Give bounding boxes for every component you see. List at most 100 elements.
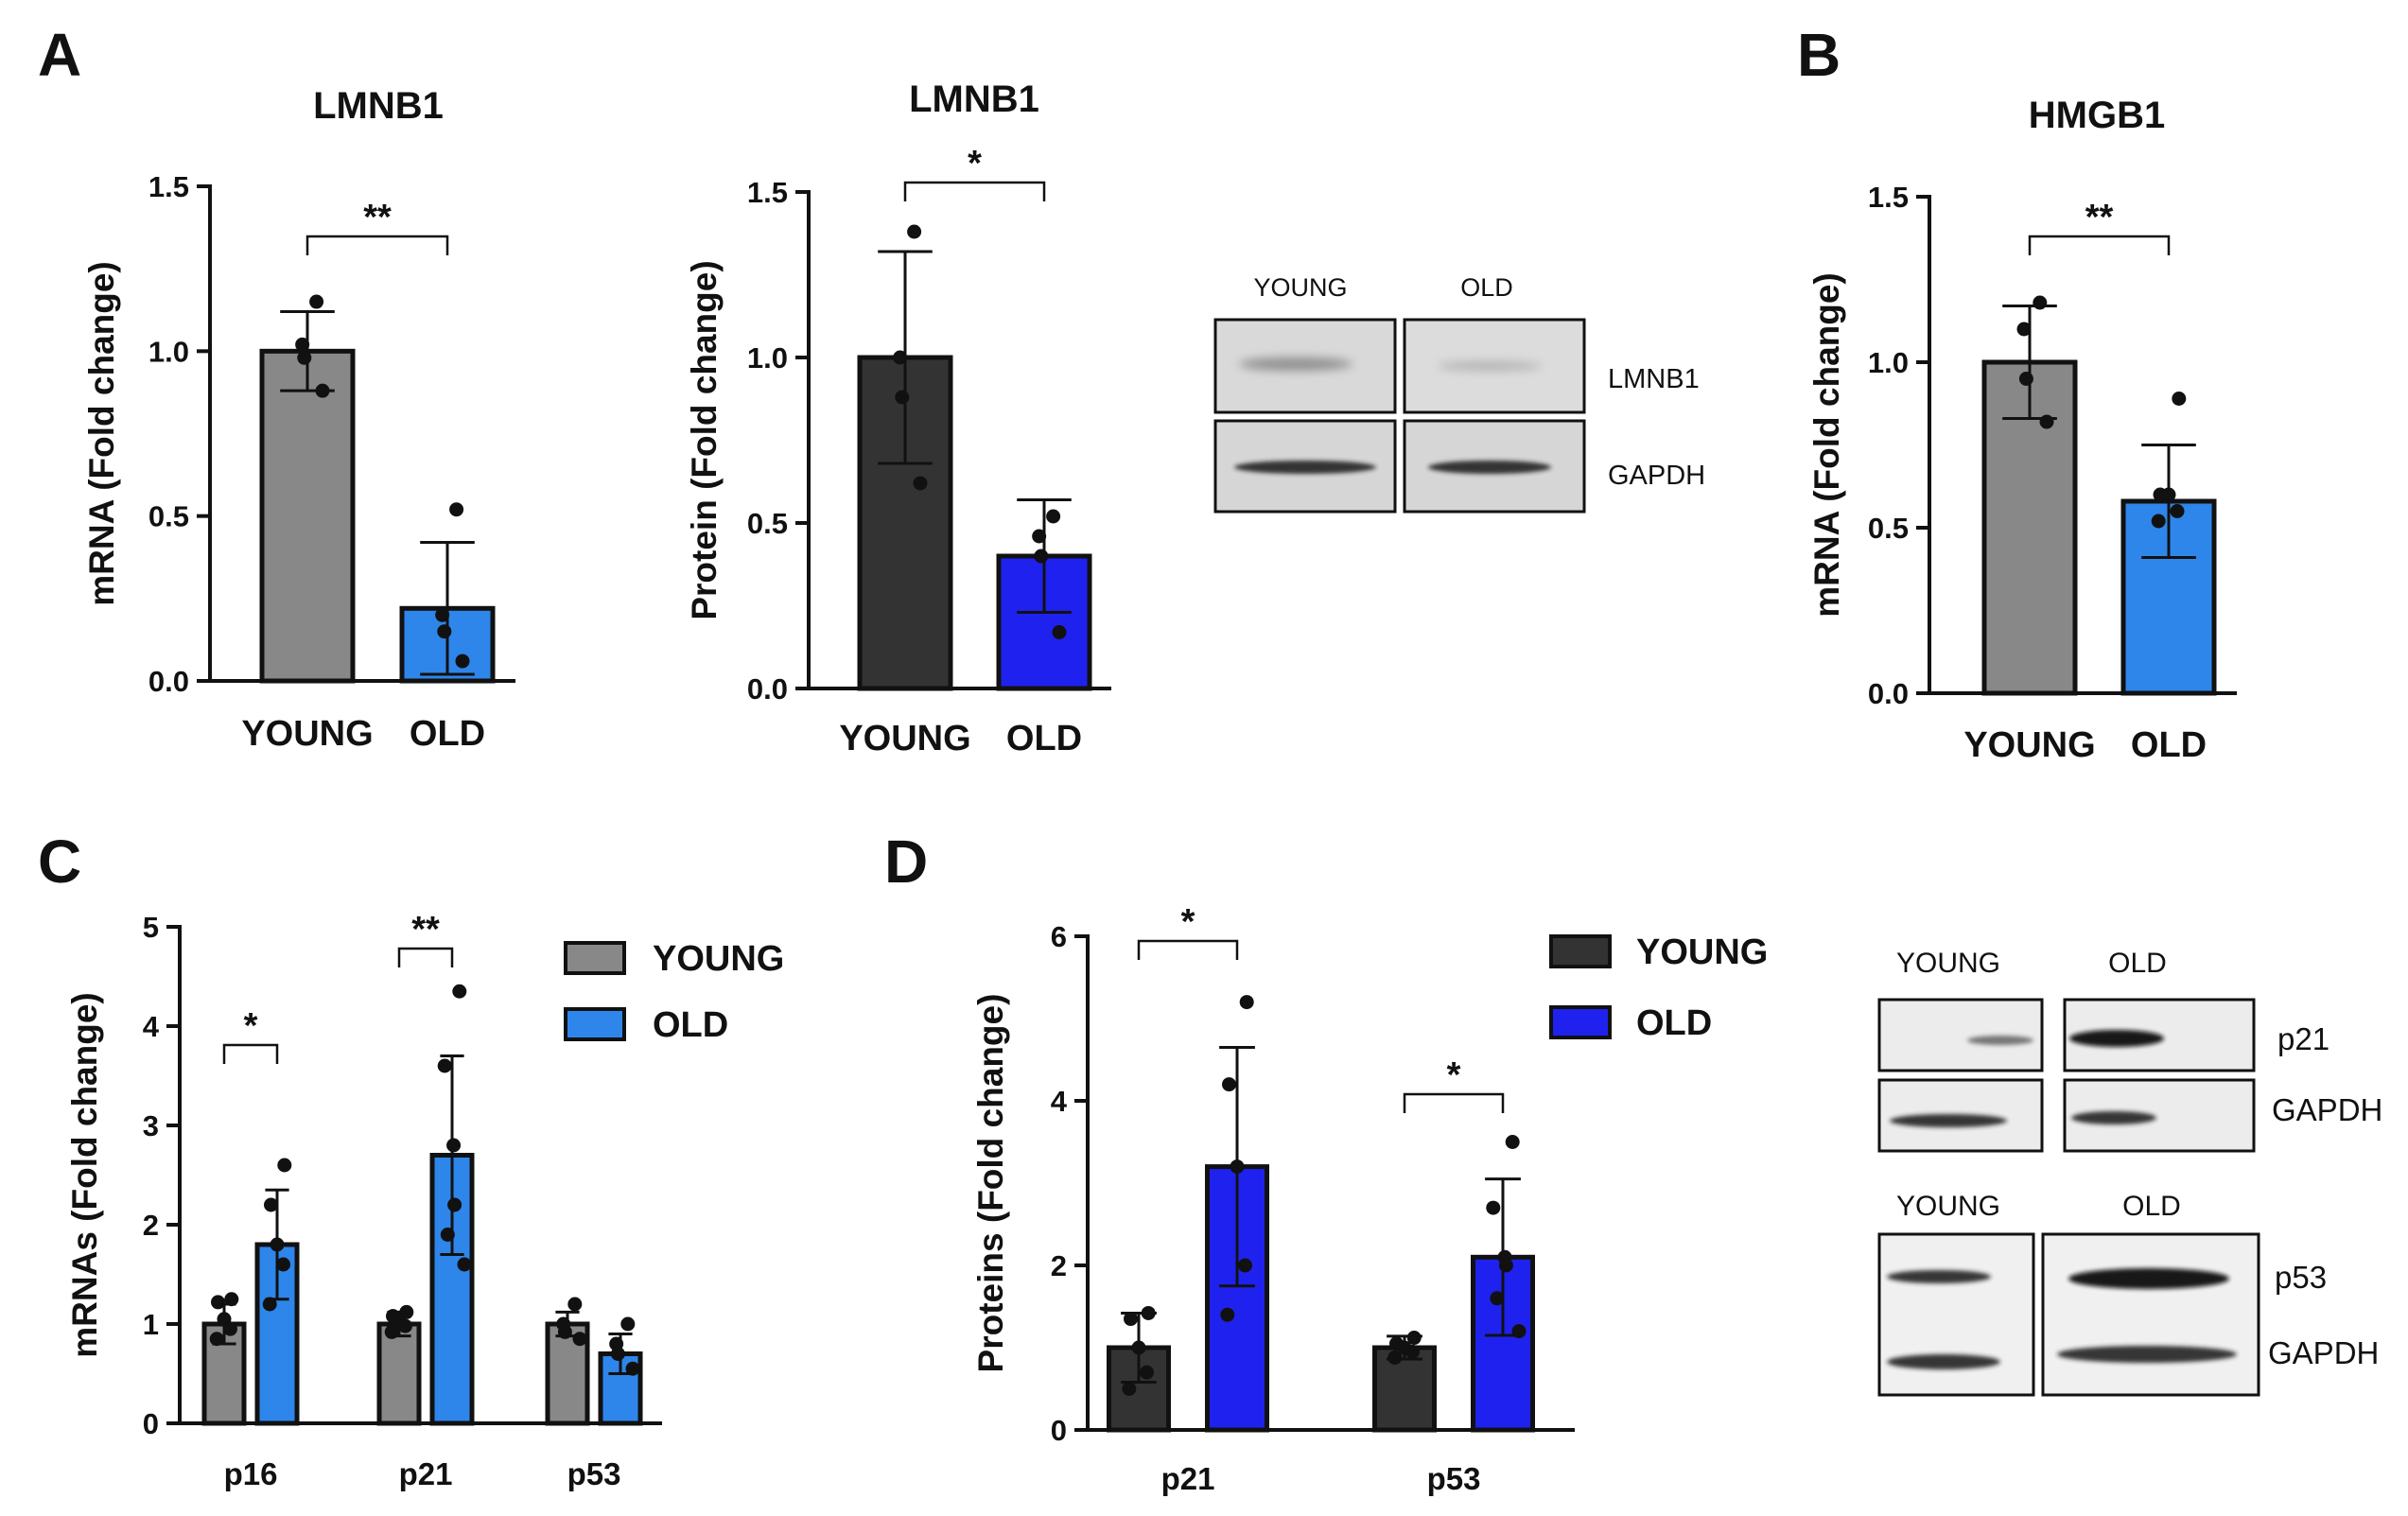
blot-d-p21-old-band: [2069, 1030, 2164, 1047]
legend-c-young-label: YOUNG: [653, 939, 784, 979]
c-p21-young-data-point: [398, 1318, 412, 1333]
c-p16-young-data-point: [224, 1292, 239, 1307]
d-x-tick-label: p21: [1161, 1461, 1215, 1496]
d-p53-old-data-point: [1505, 1135, 1520, 1149]
panel-label-a: A: [38, 21, 81, 89]
blot-d-gapdh1-young-band: [1890, 1114, 2007, 1127]
blot-d-row-p53: p53: [2275, 1260, 2327, 1295]
blot-d-row-gapdh2: GAPDH: [2268, 1335, 2379, 1370]
d-p21-old-data-point: [1222, 1077, 1236, 1092]
a1-ytick-label: 1.0: [148, 335, 189, 368]
legend-d-young-label: YOUNG: [1636, 932, 1768, 972]
a2-old-data-point: [1052, 625, 1067, 639]
chart-a-lmnb1-protein: 0.0 0.5 1.0 1.5 Protein (Fold change) LMNB1 YO…: [685, 78, 1111, 758]
c-ytick-label: 3: [143, 1109, 159, 1142]
blot-d-p21-young-band: [1967, 1036, 2033, 1045]
d-p21-young-data-point: [1122, 1382, 1137, 1396]
d-x-tick-label: p53: [1427, 1461, 1481, 1496]
d-p53-old-data-point: [1490, 1291, 1505, 1306]
c-p16-young-data-point: [209, 1332, 224, 1347]
c-p21-young-data-point: [384, 1324, 399, 1339]
d-ytick-label: 6: [1051, 920, 1067, 953]
d-p53-young-data-point: [1387, 1350, 1403, 1365]
b-young-data-point: [2018, 372, 2033, 386]
d-significance-label: *: [1181, 902, 1195, 942]
a2-young-data-point: [907, 224, 922, 239]
d-p21-old-data-point: [1230, 1159, 1245, 1175]
d-p21-old-data-point: [1239, 995, 1254, 1010]
c-p21-old-data-point: [457, 1257, 472, 1272]
d-ytick-label: 2: [1051, 1249, 1067, 1282]
d-p21-old-data-point: [1238, 1258, 1252, 1273]
panel-label-c: C: [38, 828, 81, 896]
blot-d-top: YOUNG OLD p21 GAPDH: [1877, 948, 2382, 1153]
legend-d-old-label: OLD: [1636, 1003, 1712, 1043]
chart-b-hmgb1-mrna: 0.0 0.5 1.0 1.5 mRNA (Fold change) HMGB1 YOUNG…: [1807, 95, 2237, 765]
a1-old-data-point: [437, 624, 452, 639]
blot-d-gapdh2-young-band: [1887, 1354, 2000, 1369]
blot-a-gapdh-young-band: [1234, 461, 1376, 474]
c-p21-old-data-point: [437, 1058, 452, 1073]
b-ytick-label: 1.0: [1868, 346, 1909, 379]
legend-d-young-swatch: [1549, 934, 1612, 968]
b-x-tick-label: OLD: [2131, 725, 2207, 765]
c-p21-old-data-point: [452, 984, 467, 999]
blot-d-row-gapdh1: GAPDH: [2272, 1092, 2382, 1127]
b-ytick-label: 0.0: [1868, 677, 1909, 710]
c-p21-young-bar: [376, 1321, 422, 1426]
a1-x-tick-label: YOUNG: [241, 714, 373, 754]
c-p53-young-data-point: [567, 1297, 583, 1312]
blot-d-gapdh1-old-band: [2071, 1111, 2156, 1124]
panel-label-b: B: [1797, 21, 1841, 89]
b-young-data-point: [2033, 295, 2048, 310]
c-p16-old-data-point: [262, 1297, 277, 1312]
a1-ytick-label: 1.5: [148, 170, 189, 203]
a2-ytick-label: 0.5: [747, 507, 788, 540]
d-p53-young-data-point: [1406, 1331, 1422, 1346]
b-x-tick-label: YOUNG: [1963, 725, 2095, 765]
c-p21-old-data-point: [446, 1138, 462, 1153]
d-p53-old-data-point: [1498, 1258, 1513, 1273]
c-x-tick-label: p53: [567, 1456, 621, 1491]
d-significance-label: *: [1447, 1055, 1461, 1095]
a1-young-data-point: [309, 294, 324, 309]
a2-significance-label: *: [968, 144, 982, 183]
c-ytick-label: 5: [143, 911, 159, 944]
a2-old-data-point: [1046, 509, 1061, 524]
c-p53-old-data-point: [620, 1316, 636, 1332]
a2-title: LMNB1: [909, 78, 1039, 120]
b-significance-bracket: [2028, 235, 2171, 255]
c-ytick-label: 2: [143, 1209, 159, 1242]
blot-a-row-gapdh: GAPDH: [1608, 461, 1705, 491]
blot-d-row-p21: p21: [2277, 1021, 2329, 1056]
blot-d-p53-old-band: [2068, 1268, 2229, 1289]
c-p21-old-data-point: [440, 1228, 455, 1242]
b-ytick-label: 0.5: [1868, 512, 1909, 545]
blot-a: YOUNG OLD LMNB1 GAPDH: [1213, 273, 1705, 514]
c-y-axis-title: mRNAs (Fold change): [65, 992, 104, 1357]
blot-d-bottom-col-old: OLD: [2122, 1191, 2181, 1222]
d-significance-bracket: [1403, 1092, 1505, 1113]
d-p53-young-data-point: [1405, 1344, 1420, 1359]
a2-significance-bracket: [903, 181, 1046, 201]
a1-significance-label: **: [363, 198, 392, 237]
legend-c-young-swatch: [564, 941, 626, 975]
a1-ytick-label: 0.5: [148, 500, 189, 533]
c-p16-old-data-point: [277, 1158, 292, 1173]
c-ytick-label: 0: [143, 1407, 159, 1440]
blot-a-col-young: YOUNG: [1253, 273, 1347, 302]
a2-young-data-point: [895, 390, 910, 405]
c-p53-young-data-point: [572, 1332, 587, 1347]
a1-young-data-point: [315, 383, 330, 398]
a1-old-data-point: [435, 607, 450, 622]
a1-young-bar: [259, 348, 356, 684]
a1-young-data-point: [297, 350, 312, 365]
d-y-axis-title: Proteins (Fold change): [971, 994, 1010, 1373]
blot-d-top-col-old: OLD: [2108, 948, 2167, 979]
c-x-tick-label: p21: [399, 1456, 453, 1491]
b-old-data-point: [2161, 487, 2176, 502]
blot-a-lmnb1-old-band: [1438, 361, 1542, 371]
b-old-data-point: [2170, 504, 2185, 518]
